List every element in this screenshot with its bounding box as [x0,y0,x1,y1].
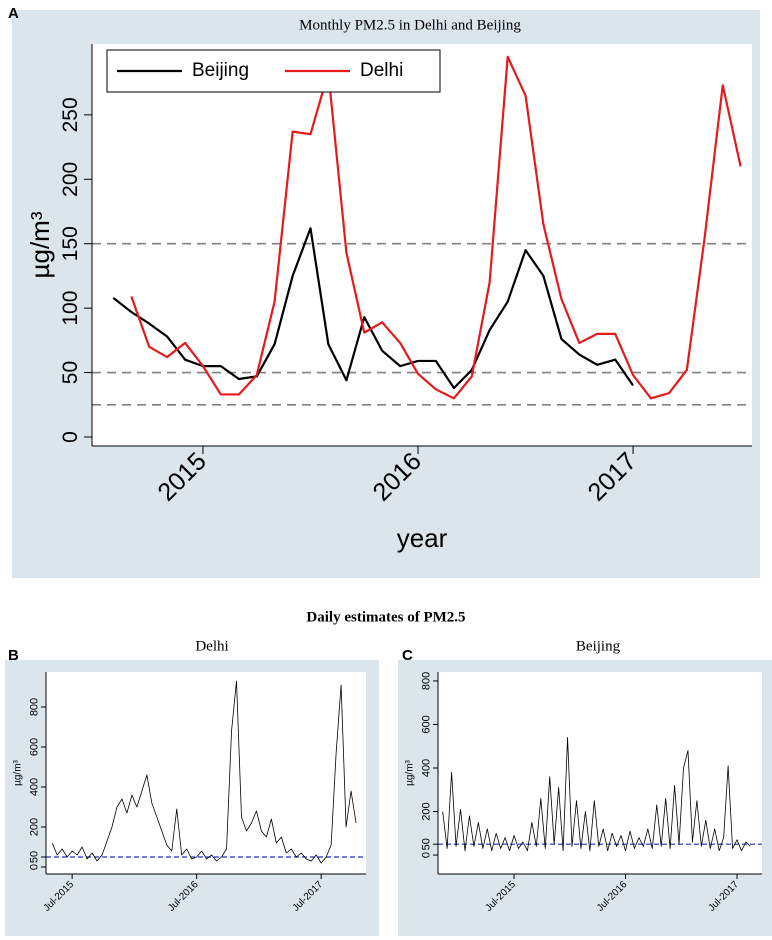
panel-letter: A [8,5,19,22]
y-tick-label: 400 [420,759,432,777]
legend-label: Delhi [360,60,403,81]
y-tick-label: 600 [420,715,432,733]
data-line [442,737,751,852]
data-line [130,55,742,400]
y-tick-label: 0 [28,864,40,870]
panel-letter: C [402,647,413,664]
y-axis-label: µg/m³ [25,211,55,278]
y-tick-label: 0 [59,431,82,443]
y-tick-label: 50 [28,851,40,863]
y-tick-label: 800 [420,672,432,690]
y-tick-label: 200 [59,162,82,197]
plot-area [46,672,366,874]
y-tick-label: 250 [59,97,82,132]
y-tick-label: 800 [28,698,40,716]
y-tick-label: 100 [59,291,82,326]
y-tick-label: 50 [59,361,82,384]
y-tick-label: 0 [420,852,432,858]
y-axis-label: µg/m³ [13,759,24,785]
y-tick-label: 400 [28,778,40,796]
y-tick-label: 600 [28,738,40,756]
data-line [112,227,634,390]
plot-area [92,44,752,446]
chart-title: Monthly PM2.5 in Delhi and Beijing [299,17,521,33]
chart-title: Delhi [195,638,228,654]
y-tick-label: 50 [420,838,432,850]
legend-label: Beijing [192,60,249,81]
data-line [51,680,357,864]
y-axis-label: µg/m³ [405,759,416,785]
y-tick-label: 200 [28,818,40,836]
panel-letter: B [8,647,19,664]
y-tick-label: 150 [59,226,82,261]
y-tick-label: 200 [420,802,432,820]
daily-heading: Daily estimates of PM2.5 [306,609,465,625]
chart-title: Beijing [576,638,621,654]
x-axis-label: year [397,523,448,553]
